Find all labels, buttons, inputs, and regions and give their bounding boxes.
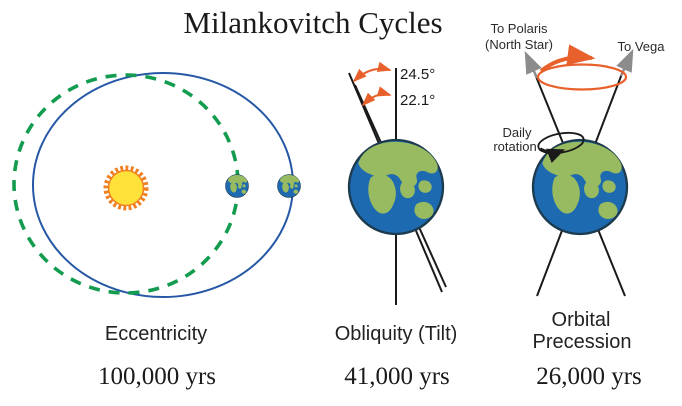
obliquity-panel: 24.5° 22.1° Obliquity (Tilt) 41,000 yrs — [335, 61, 458, 390]
obliquity-period: 41,000 yrs — [344, 363, 450, 390]
eccentricity-label: Eccentricity — [105, 323, 207, 345]
earth-on-eccentric-orbit — [277, 174, 301, 198]
earth-precession — [531, 138, 629, 236]
eccentricity-period: 100,000 yrs — [98, 363, 216, 390]
obliquity-label: Obliquity (Tilt) — [335, 323, 458, 345]
precession-label-line2: Precession — [533, 331, 632, 353]
angle-max-label: 24.5° — [400, 66, 435, 83]
daily-rotation-arrow — [539, 147, 566, 163]
to-vega-label: To Vega — [618, 39, 666, 54]
earth-on-circular-orbit — [225, 174, 249, 198]
page-title: Milankovitch Cycles — [183, 5, 442, 40]
precession-direction-arrow — [539, 44, 596, 73]
daily-rotation-label-line1: Daily — [503, 125, 532, 140]
eccentricity-panel: Eccentricity 100,000 yrs — [12, 72, 301, 390]
sun-icon — [103, 165, 149, 211]
angle-min-label: 22.1° — [400, 92, 435, 109]
sun-rays — [103, 165, 149, 211]
precession-period: 26,000 yrs — [536, 363, 642, 390]
daily-rotation-label-line2: rotation — [493, 139, 536, 154]
tilt-angle-arrow-min — [361, 86, 392, 107]
precession-label-line1: Orbital — [552, 309, 611, 331]
precession-panel: To Polaris (North Star) To Vega Daily ro… — [485, 21, 665, 390]
earth-obliquity — [347, 138, 445, 236]
eccentric-orbit-ellipse — [32, 72, 294, 298]
precession-circle — [536, 63, 628, 91]
to-polaris-arrow — [524, 50, 542, 79]
sun-disc — [107, 169, 145, 207]
to-polaris-label-line2: (North Star) — [485, 37, 553, 52]
to-polaris-label-line1: To Polaris — [490, 21, 548, 36]
tilt-angle-arrow-max — [352, 61, 392, 83]
